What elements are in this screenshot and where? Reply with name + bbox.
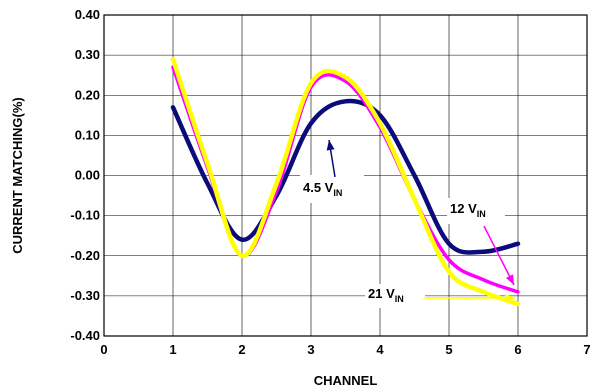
annotation-12v: 12 VIN — [450, 201, 486, 219]
x-tick-label: 2 — [238, 342, 245, 357]
y-tick-label: 0.00 — [75, 168, 100, 183]
series-annotations: 4.5 VIN 12 VIN 21 VIN — [300, 139, 515, 308]
y-axis-title: CURRENT MATCHING(%) — [10, 97, 25, 253]
y-tick-label: -0.40 — [70, 328, 100, 343]
y-tick-labels: -0.40 -0.30 -0.20 -0.10 0.00 0.10 0.20 0.30 0.40 — [70, 7, 100, 343]
x-tick-label: 4 — [376, 342, 384, 357]
plot-frame — [103, 14, 588, 337]
x-tick-label: 5 — [445, 342, 452, 357]
series-line-21v — [170, 56, 521, 307]
y-tick-label: 0.40 — [75, 7, 100, 22]
y-tick-label: -0.20 — [70, 248, 100, 263]
x-tick-label: 7 — [583, 342, 590, 357]
annotation-4-5v-background — [300, 175, 364, 203]
arrow-21v — [424, 294, 515, 302]
x-tick-labels: 0 1 2 3 4 5 6 7 — [100, 342, 590, 357]
y-tick-label: -0.30 — [70, 288, 100, 303]
annotation-12v-background — [447, 198, 505, 224]
annotation-21v-background — [365, 284, 425, 308]
x-axis-title: CHANNEL — [314, 373, 378, 388]
y-tick-label: 0.30 — [75, 47, 100, 62]
y-tick-label: -0.10 — [70, 208, 100, 223]
annotation-4-5v: 4.5 VIN — [303, 180, 342, 198]
annotation-21v: 21 VIN — [368, 286, 404, 304]
x-tick-label: 3 — [307, 342, 314, 357]
x-tick-label: 6 — [514, 342, 521, 357]
y-tick-label: 0.20 — [75, 87, 100, 102]
series-lines — [170, 56, 521, 307]
arrow-4-5v — [326, 139, 336, 178]
x-tick-label: 1 — [169, 342, 176, 357]
x-tick-label: 0 — [100, 342, 107, 357]
y-tick-label: 0.10 — [75, 127, 100, 142]
arrow-12v — [483, 225, 515, 286]
